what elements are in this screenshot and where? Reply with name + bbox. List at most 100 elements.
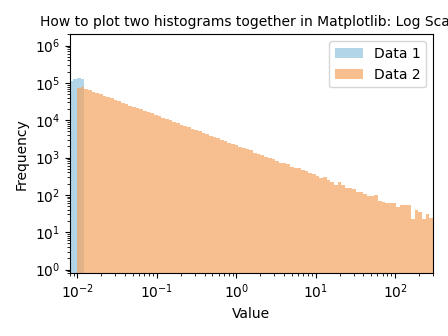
- Bar: [165, 119, 169, 336]
- Bar: [378, 201, 382, 336]
- Bar: [117, 101, 121, 336]
- Bar: [169, 120, 172, 336]
- Bar: [187, 127, 191, 336]
- Bar: [382, 202, 385, 336]
- Bar: [139, 110, 143, 336]
- Bar: [172, 122, 176, 336]
- Bar: [103, 96, 106, 336]
- Bar: [99, 94, 103, 336]
- Bar: [389, 203, 392, 336]
- Bar: [352, 188, 356, 336]
- Bar: [129, 106, 132, 336]
- Bar: [95, 93, 99, 336]
- Bar: [334, 185, 338, 336]
- Bar: [81, 87, 84, 336]
- Bar: [161, 118, 165, 336]
- Bar: [345, 188, 349, 336]
- Bar: [242, 148, 246, 336]
- Bar: [290, 167, 293, 336]
- Bar: [228, 142, 231, 336]
- Bar: [297, 168, 301, 336]
- Bar: [220, 140, 224, 336]
- Bar: [411, 219, 415, 336]
- Bar: [114, 100, 117, 336]
- Bar: [426, 214, 429, 336]
- Bar: [224, 141, 228, 336]
- Bar: [330, 182, 334, 336]
- Bar: [235, 145, 238, 336]
- Bar: [363, 194, 367, 336]
- Bar: [231, 144, 235, 336]
- Bar: [341, 185, 345, 336]
- Bar: [400, 205, 404, 336]
- Bar: [246, 150, 250, 336]
- Bar: [77, 88, 81, 336]
- Bar: [418, 212, 422, 336]
- Bar: [88, 90, 92, 336]
- Bar: [73, 79, 77, 336]
- Bar: [180, 125, 183, 336]
- Bar: [110, 98, 114, 336]
- Bar: [257, 154, 260, 336]
- Bar: [121, 103, 125, 336]
- Bar: [213, 137, 216, 336]
- Bar: [191, 129, 194, 336]
- Bar: [136, 108, 139, 336]
- Y-axis label: Frequency: Frequency: [15, 118, 29, 190]
- Bar: [301, 170, 305, 336]
- Bar: [216, 138, 220, 336]
- Bar: [209, 136, 213, 336]
- Bar: [275, 161, 279, 336]
- Bar: [422, 219, 426, 336]
- Bar: [268, 158, 271, 336]
- Bar: [370, 196, 374, 336]
- Legend: Data 1, Data 2: Data 1, Data 2: [329, 41, 426, 87]
- Bar: [158, 116, 161, 336]
- Bar: [146, 112, 151, 336]
- Bar: [154, 115, 158, 336]
- Bar: [106, 97, 110, 336]
- Bar: [202, 133, 206, 336]
- Bar: [323, 177, 327, 336]
- Bar: [338, 182, 341, 336]
- Bar: [194, 130, 198, 336]
- Bar: [238, 147, 242, 336]
- Bar: [279, 163, 283, 336]
- Bar: [367, 196, 370, 336]
- Bar: [253, 153, 257, 336]
- Bar: [315, 176, 319, 336]
- Bar: [429, 218, 433, 336]
- Title: How to plot two histograms together in Matplotlib: Log Scale: How to plot two histograms together in M…: [40, 15, 448, 29]
- Bar: [84, 89, 88, 336]
- Bar: [308, 173, 312, 336]
- Bar: [286, 164, 290, 336]
- Bar: [374, 195, 378, 336]
- Bar: [404, 205, 407, 336]
- X-axis label: Value: Value: [232, 307, 271, 321]
- Bar: [81, 79, 84, 336]
- Bar: [293, 168, 297, 336]
- Bar: [305, 171, 308, 336]
- Bar: [132, 107, 136, 336]
- Bar: [198, 131, 202, 336]
- Bar: [392, 203, 396, 336]
- Bar: [151, 114, 154, 336]
- Bar: [327, 180, 330, 336]
- Bar: [183, 126, 187, 336]
- Bar: [260, 155, 264, 336]
- Bar: [125, 104, 129, 336]
- Bar: [77, 78, 81, 336]
- Bar: [349, 187, 352, 336]
- Bar: [360, 192, 363, 336]
- Bar: [356, 192, 360, 336]
- Bar: [264, 157, 268, 336]
- Bar: [312, 174, 315, 336]
- Bar: [396, 207, 400, 336]
- Bar: [143, 111, 146, 336]
- Bar: [319, 178, 323, 336]
- Bar: [92, 92, 95, 336]
- Bar: [385, 203, 389, 336]
- Bar: [250, 150, 253, 336]
- Bar: [206, 134, 209, 336]
- Bar: [407, 205, 411, 336]
